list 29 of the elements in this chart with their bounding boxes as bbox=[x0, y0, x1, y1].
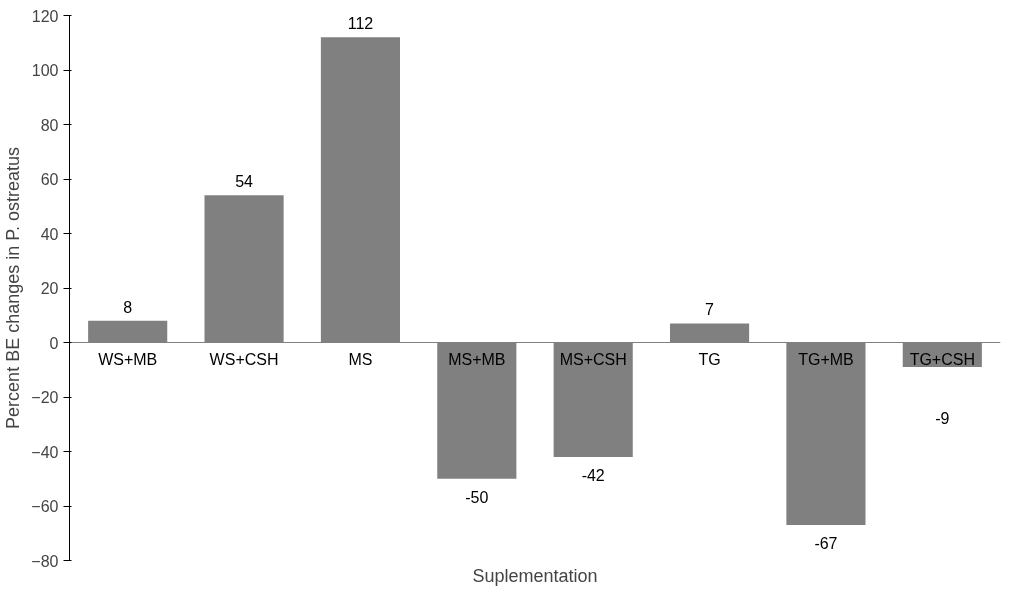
y-axis-title: Percent BE changes in P. ostreatus bbox=[3, 147, 24, 429]
y-tick-label: 120 bbox=[31, 7, 59, 25]
y-tick-label: 0 bbox=[49, 334, 59, 352]
y-tick-label: 100 bbox=[31, 62, 59, 79]
data-label: -9 bbox=[935, 410, 950, 428]
data-label: -50 bbox=[465, 488, 489, 506]
x-tick-label: MS+MB bbox=[448, 350, 506, 368]
y-tick-label: 60 bbox=[40, 171, 59, 188]
x-tick-label: WS+CSH bbox=[209, 350, 279, 368]
data-label: 8 bbox=[123, 298, 133, 316]
data-label: 7 bbox=[705, 301, 715, 319]
x-axis-title: Suplementation bbox=[472, 565, 598, 586]
data-label: -42 bbox=[581, 466, 605, 484]
y-tick-label: −60 bbox=[31, 498, 59, 515]
y-tick-label: 80 bbox=[40, 116, 59, 134]
data-label: 54 bbox=[235, 173, 254, 191]
x-tick-label: WS+MB bbox=[98, 350, 158, 368]
y-tick-label: 40 bbox=[40, 225, 59, 243]
data-label: 112 bbox=[347, 15, 374, 33]
x-tick-label: TG+CSH bbox=[909, 350, 975, 368]
x-tick-label: MS+CSH bbox=[559, 350, 627, 368]
y-tick-label: −40 bbox=[31, 443, 59, 461]
y-tick-label: −80 bbox=[31, 552, 59, 570]
y-tick-label: 20 bbox=[40, 280, 59, 297]
data-label: -67 bbox=[814, 535, 838, 553]
y-tick-label: −20 bbox=[31, 389, 59, 406]
x-tick-label: TG bbox=[698, 350, 721, 368]
x-tick-label: TG+MB bbox=[798, 350, 854, 368]
x-tick-label: MS bbox=[348, 350, 373, 368]
